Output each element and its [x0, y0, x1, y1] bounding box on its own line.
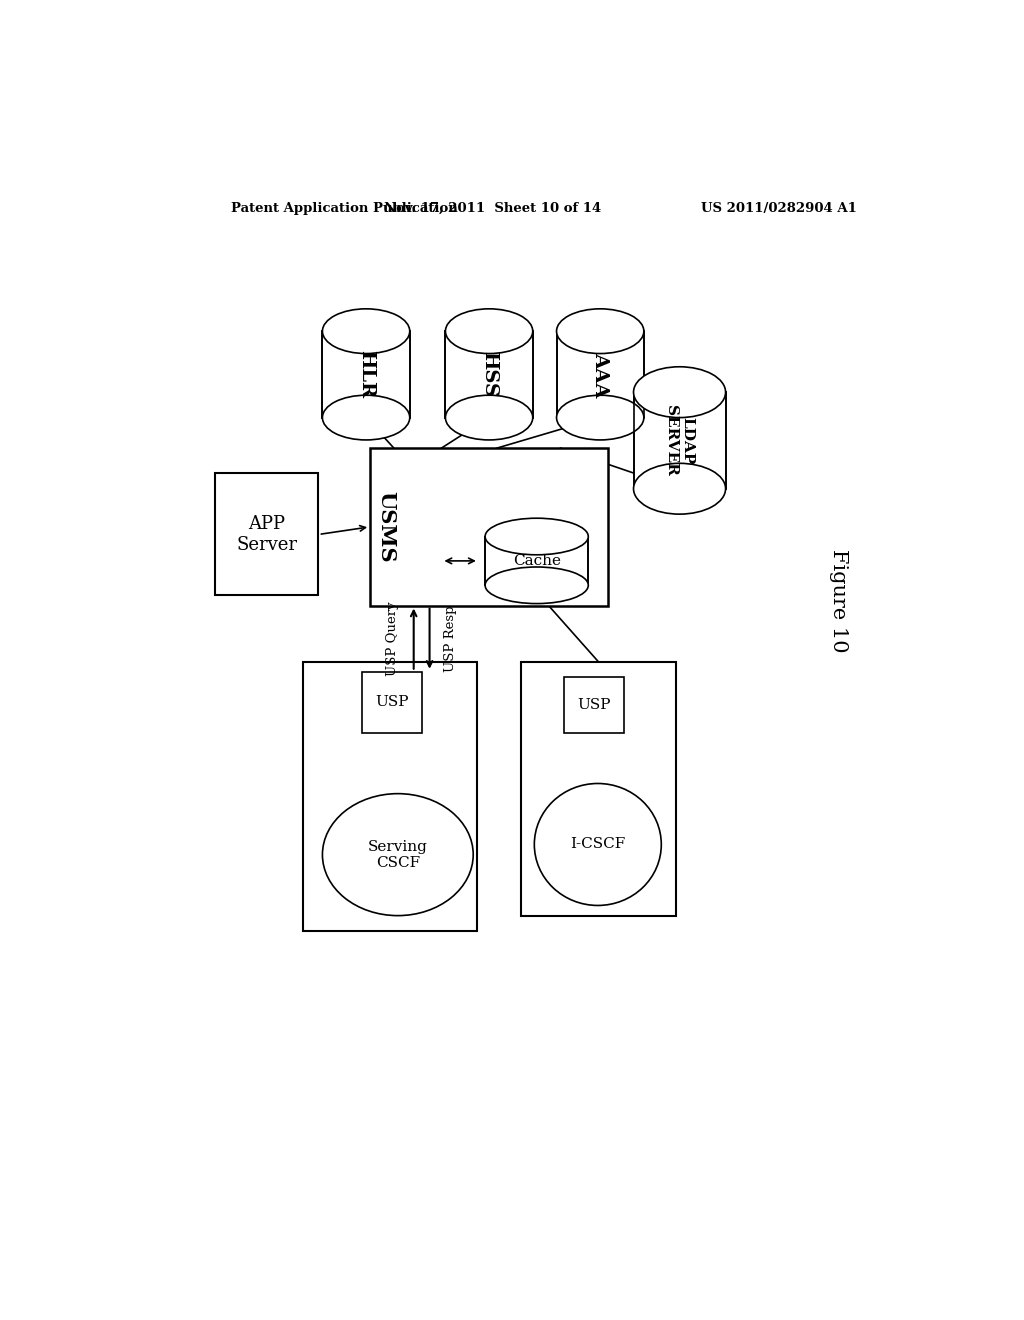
Text: LDAP
SERVER: LDAP SERVER: [665, 405, 694, 477]
Ellipse shape: [323, 395, 410, 440]
Text: USP: USP: [578, 698, 611, 711]
Bar: [556, 331, 644, 417]
Bar: [215, 474, 318, 595]
Ellipse shape: [535, 784, 662, 906]
Text: USP Query: USP Query: [386, 602, 399, 676]
Ellipse shape: [445, 309, 532, 354]
Bar: [521, 661, 676, 916]
Text: US 2011/0282904 A1: US 2011/0282904 A1: [700, 202, 857, 215]
Ellipse shape: [634, 367, 726, 417]
Text: I-CSCF: I-CSCF: [570, 837, 626, 851]
Text: AAA: AAA: [591, 351, 609, 397]
Bar: [564, 677, 624, 733]
Ellipse shape: [557, 309, 644, 354]
Bar: [370, 447, 608, 606]
Text: HLR: HLR: [357, 350, 375, 399]
Ellipse shape: [445, 395, 532, 440]
Bar: [485, 536, 588, 585]
Text: Patent Application Publication: Patent Application Publication: [231, 202, 458, 215]
Text: USP: USP: [375, 696, 409, 709]
Text: USMS: USMS: [376, 491, 396, 562]
Ellipse shape: [557, 395, 644, 440]
Text: Serving
CSCF: Serving CSCF: [368, 840, 428, 870]
Ellipse shape: [485, 519, 588, 554]
Text: Figure 10: Figure 10: [828, 549, 848, 652]
Bar: [303, 661, 477, 931]
Bar: [634, 392, 726, 488]
Ellipse shape: [323, 309, 410, 354]
Ellipse shape: [323, 793, 473, 916]
Ellipse shape: [485, 568, 588, 603]
Text: USP Resp: USP Resp: [443, 606, 457, 672]
Bar: [323, 331, 410, 417]
Text: Nov. 17, 2011  Sheet 10 of 14: Nov. 17, 2011 Sheet 10 of 14: [384, 202, 602, 215]
Bar: [362, 672, 422, 733]
Bar: [445, 331, 532, 417]
Ellipse shape: [634, 463, 726, 513]
Text: HSS: HSS: [480, 351, 498, 397]
Text: Cache: Cache: [513, 554, 561, 568]
Text: APP
Server: APP Server: [237, 515, 297, 554]
